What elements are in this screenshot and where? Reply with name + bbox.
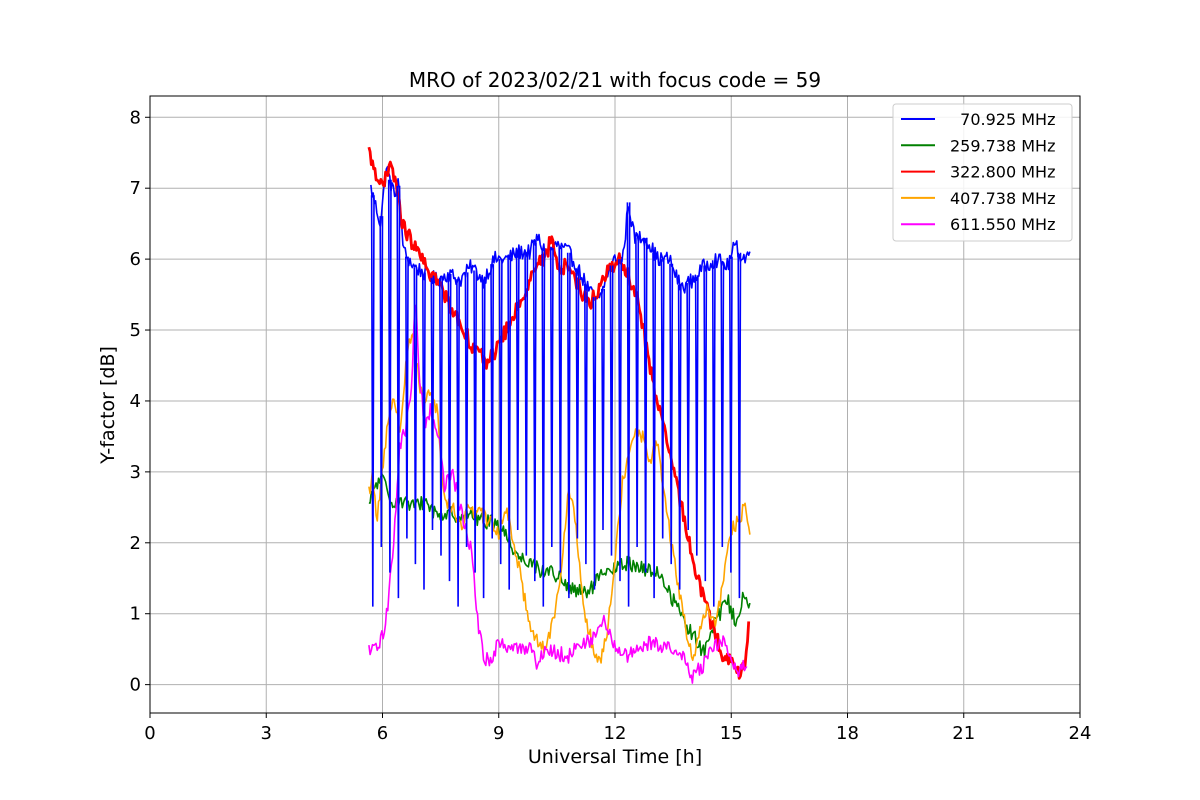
y-tick-label: 7 <box>130 178 141 199</box>
series-dip <box>396 185 401 599</box>
series-dip <box>558 247 563 573</box>
series-dip <box>532 242 537 582</box>
series-dip <box>694 275 699 556</box>
legend-label: 259.738 MHz <box>950 136 1055 155</box>
x-tick-label: 12 <box>604 723 627 744</box>
legend-label: 70.925 MHz <box>950 110 1055 129</box>
series-dip <box>601 288 605 531</box>
y-tick-label: 4 <box>130 391 141 412</box>
chart-title: MRO of 2023/02/21 with focus code = 59 <box>409 68 821 92</box>
series-dip <box>447 273 452 582</box>
series-dip <box>643 237 648 573</box>
series-dip <box>422 272 426 590</box>
y-tick-label: 8 <box>130 107 141 128</box>
x-tick-label: 24 <box>1069 723 1092 744</box>
y-tick-label: 3 <box>130 462 141 483</box>
series-dip <box>387 179 392 573</box>
y-tick-label: 0 <box>130 675 141 696</box>
y-axis-label: Y-factor [dB] <box>97 346 119 465</box>
x-tick-label: 9 <box>493 723 504 744</box>
series-dip <box>566 252 571 599</box>
series-dip <box>379 216 384 548</box>
series-dip <box>584 283 588 565</box>
series-dip <box>652 252 657 599</box>
series-dip <box>473 270 478 573</box>
series-dip <box>720 263 725 548</box>
series-dip <box>481 279 486 599</box>
series-dip <box>405 256 409 539</box>
series-dip <box>686 282 691 531</box>
series-dip <box>498 259 503 565</box>
series-dip <box>524 251 529 556</box>
legend: 70.925 MHz 259.738 MHz 322.800 MHz 407.738 … <box>892 103 1073 242</box>
x-tick-label: 21 <box>952 723 975 744</box>
series-dip <box>669 263 674 565</box>
series-dip <box>609 265 614 556</box>
series-dip <box>592 297 597 590</box>
x-tick-label: 3 <box>261 723 272 744</box>
series-dip <box>626 202 631 607</box>
series-dip <box>413 267 418 565</box>
series-dip <box>541 248 546 607</box>
series-lines <box>367 146 751 684</box>
y-tick-label: 2 <box>130 533 141 554</box>
x-tick-label: 0 <box>144 723 155 744</box>
x-axis-label: Universal Time [h] <box>528 746 702 768</box>
legend-label: 611.550 MHz <box>950 215 1055 234</box>
series-dip <box>677 284 682 590</box>
legend-box <box>892 103 1073 242</box>
series-dip <box>515 252 520 531</box>
series-dip <box>711 260 716 607</box>
series-dip <box>456 279 460 607</box>
series-dip <box>618 259 622 582</box>
series-dip <box>490 264 495 539</box>
x-tick-label: 6 <box>377 723 388 744</box>
series-dip <box>549 247 554 548</box>
x-tick-label: 15 <box>720 723 743 744</box>
series-dip <box>728 256 733 573</box>
series-dip <box>635 237 640 548</box>
series-dip <box>507 257 512 590</box>
series-dip <box>370 195 375 607</box>
legend-label: 407.738 MHz <box>950 189 1055 208</box>
y-tick-label: 5 <box>130 320 141 341</box>
series-dip <box>575 268 580 539</box>
series-dip <box>439 277 443 556</box>
series-dip <box>430 277 435 531</box>
series-dip <box>660 259 665 539</box>
series-dip <box>464 272 469 548</box>
y-tick-label: 6 <box>130 249 141 270</box>
legend-label: 322.800 MHz <box>950 163 1055 182</box>
series-dip <box>703 265 708 582</box>
series-dip <box>737 252 742 599</box>
x-tick-label: 18 <box>836 723 859 744</box>
y-tick-label: 1 <box>130 604 141 625</box>
